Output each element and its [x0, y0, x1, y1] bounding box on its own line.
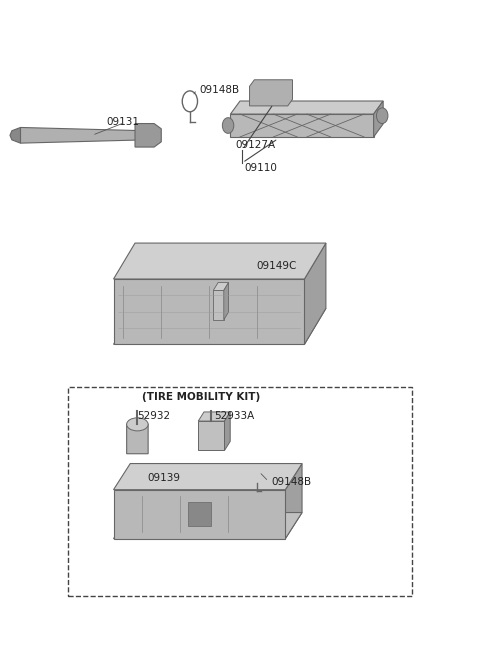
Polygon shape	[114, 512, 302, 539]
Polygon shape	[225, 412, 230, 451]
Polygon shape	[213, 291, 224, 320]
Polygon shape	[114, 308, 326, 344]
Polygon shape	[304, 243, 326, 344]
Text: 09148B: 09148B	[199, 85, 240, 94]
Polygon shape	[230, 101, 383, 114]
Polygon shape	[114, 279, 304, 344]
Polygon shape	[285, 464, 302, 539]
Polygon shape	[21, 127, 144, 143]
Polygon shape	[198, 412, 230, 421]
Text: 52933A: 52933A	[214, 411, 254, 421]
Polygon shape	[188, 502, 211, 526]
Polygon shape	[127, 418, 148, 454]
Polygon shape	[135, 123, 161, 147]
Polygon shape	[224, 283, 228, 320]
Text: (TIRE MOBILITY KIT): (TIRE MOBILITY KIT)	[142, 392, 261, 401]
Polygon shape	[213, 283, 228, 291]
Circle shape	[222, 117, 234, 133]
Text: 09148B: 09148B	[271, 476, 311, 487]
Polygon shape	[10, 127, 21, 143]
Text: 09149C: 09149C	[257, 261, 297, 271]
Polygon shape	[114, 243, 326, 279]
Polygon shape	[230, 114, 373, 137]
Text: 09139: 09139	[147, 473, 180, 483]
Polygon shape	[250, 80, 292, 106]
Polygon shape	[114, 489, 285, 539]
Text: 52932: 52932	[137, 411, 170, 421]
Polygon shape	[114, 464, 302, 489]
Text: 09110: 09110	[245, 163, 277, 173]
Polygon shape	[198, 421, 225, 451]
Text: 09131: 09131	[107, 117, 139, 127]
Ellipse shape	[127, 418, 148, 431]
Polygon shape	[373, 101, 383, 137]
Circle shape	[376, 108, 388, 123]
Text: 09127A: 09127A	[235, 140, 276, 150]
